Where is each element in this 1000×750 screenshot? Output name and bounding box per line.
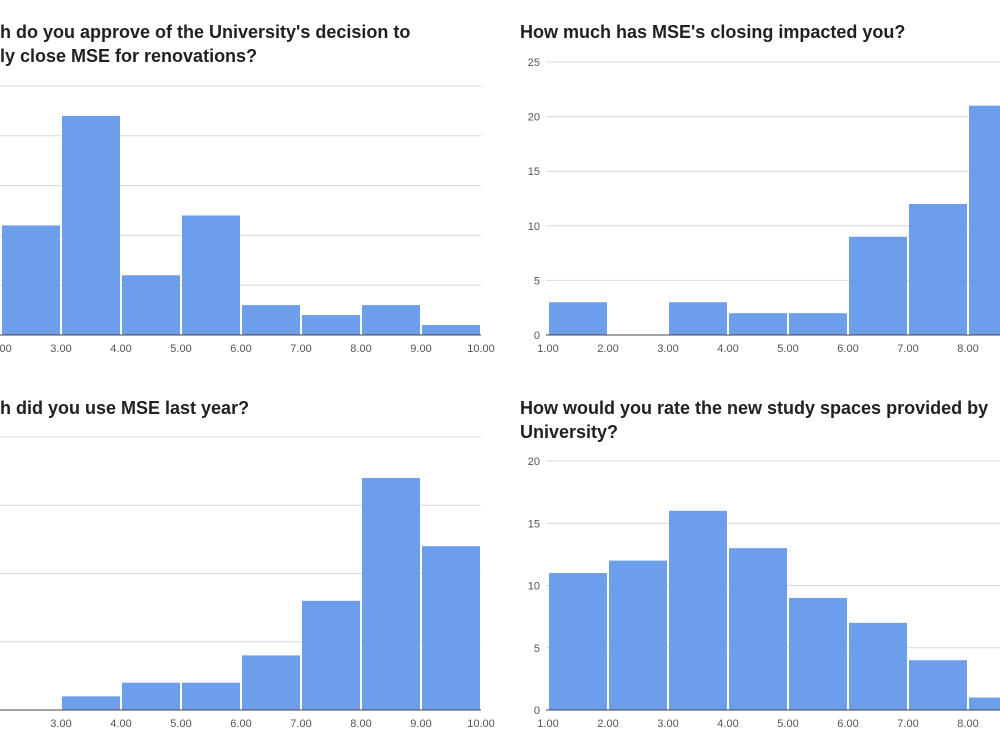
chart-title-line: How would you rate the new study spaces … (520, 398, 988, 418)
chart-title-line: ly close MSE for renovations? (0, 46, 257, 66)
y-tick-label: 5 (534, 275, 540, 287)
x-tick-label: 6.00 (230, 718, 251, 730)
histogram-bar (549, 302, 607, 335)
histogram-bar (242, 655, 300, 710)
histogram-bar (909, 660, 967, 710)
histogram-bar (62, 696, 120, 710)
histogram-bar (362, 305, 420, 335)
histogram-bar (909, 203, 967, 335)
histogram-bar (122, 682, 180, 710)
histogram-bar (302, 315, 360, 335)
histogram-bar (62, 115, 120, 335)
histogram-bar (362, 477, 420, 710)
y-tick-label: 0 (534, 330, 540, 342)
histogram-bar (849, 622, 907, 710)
histogram-bar (729, 548, 787, 710)
y-tick-label: 15 (528, 166, 540, 178)
histogram-bar (969, 105, 1000, 336)
x-tick-label: 7.00 (290, 343, 311, 355)
x-tick-label: 7.00 (290, 718, 311, 730)
x-tick-label: 8.00 (957, 718, 978, 730)
x-tick-label: 10.00 (467, 343, 495, 355)
histogram-bar (729, 313, 787, 335)
histogram-bar (182, 215, 240, 335)
x-tick-label: 3.00 (657, 343, 678, 355)
histogram-bar (789, 313, 847, 335)
x-tick-label: 8.00 (957, 343, 978, 355)
y-tick-label: 20 (528, 456, 540, 468)
x-tick-label: 6.00 (837, 343, 858, 355)
histogram-bar (789, 597, 847, 710)
histogram-bar (122, 275, 180, 335)
x-tick-label: 7.00 (897, 343, 918, 355)
x-tick-label: 5.00 (777, 343, 798, 355)
x-tick-label: 1.00 (537, 718, 558, 730)
y-tick-label: 5 (534, 643, 540, 655)
y-tick-label: 10 (528, 221, 540, 233)
histogram-bar (609, 560, 667, 710)
x-tick-label: 3.00 (657, 718, 678, 730)
x-tick-label: 9.00 (410, 718, 431, 730)
histogram-bar (849, 236, 907, 335)
x-tick-label: 4.00 (717, 718, 738, 730)
chart-approve-closing: h do you approve of the University's dec… (0, 22, 495, 355)
x-tick-label: 5.00 (170, 718, 191, 730)
x-tick-label: 8.00 (350, 718, 371, 730)
x-tick-label: 4.00 (717, 343, 738, 355)
x-tick-label: 2.00 (0, 343, 12, 355)
x-tick-label: 4.00 (110, 343, 131, 355)
x-tick-label: 6.00 (230, 343, 251, 355)
x-tick-label: 8.00 (350, 343, 371, 355)
chart-title-line: h did you use MSE last year? (0, 398, 249, 418)
chart-closing-impact: How much has MSE's closing impacted you?… (520, 22, 1000, 355)
histogram-bar (669, 510, 727, 710)
y-tick-label: 25 (528, 57, 540, 69)
histogram-bar (242, 305, 300, 335)
x-tick-label: 5.00 (777, 718, 798, 730)
x-tick-label: 1.00 (537, 343, 558, 355)
x-tick-label: 10.00 (467, 718, 495, 730)
y-tick-label: 0 (534, 705, 540, 717)
chart-mse-usage: h did you use MSE last year? 3.00 4.00 5.0… (0, 398, 495, 730)
histogram-bar (302, 600, 360, 710)
x-tick-label: 7.00 (897, 718, 918, 730)
histogram-bar (669, 302, 727, 335)
x-tick-label: 2.00 (597, 343, 618, 355)
histogram-bar (422, 546, 480, 710)
chart-title-line: University? (520, 422, 618, 442)
y-tick-label: 10 (528, 581, 540, 593)
x-tick-label: 3.00 (50, 343, 71, 355)
histogram-bar (549, 573, 607, 710)
x-tick-label: 2.00 (597, 718, 618, 730)
histogram-bar (182, 682, 240, 710)
x-tick-label: 5.00 (170, 343, 191, 355)
y-tick-label: 15 (528, 518, 540, 530)
x-tick-label: 9.00 (410, 343, 431, 355)
y-tick-label: 20 (528, 112, 540, 124)
chart-study-spaces-rating: How would you rate the new study spaces … (520, 398, 1000, 730)
histogram-bar (422, 325, 480, 335)
x-tick-label: 4.00 (110, 718, 131, 730)
x-tick-label: 3.00 (50, 718, 71, 730)
histogram-bar (2, 225, 60, 335)
histogram-bar (969, 697, 1000, 710)
chart-title-line: How much has MSE's closing impacted you? (520, 22, 905, 42)
chart-title-line: h do you approve of the University's dec… (0, 22, 410, 42)
x-tick-label: 6.00 (837, 718, 858, 730)
